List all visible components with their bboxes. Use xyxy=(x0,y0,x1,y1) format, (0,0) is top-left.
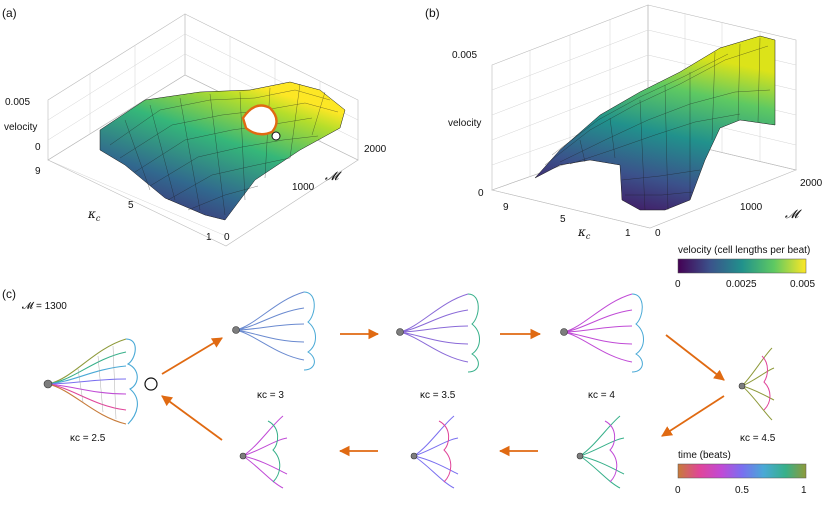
velocity-colorbar-label: velocity (cell lengths per beat) xyxy=(678,245,810,256)
arrow-1 xyxy=(161,337,223,375)
panel-a-z-tick-0: 0.005 xyxy=(5,97,30,108)
panel-label-c: (c) xyxy=(2,287,16,301)
time-colorbar-tick-1: 0.5 xyxy=(735,485,749,496)
panel-b-z-label: velocity xyxy=(448,118,481,129)
panel-a-y-tick-0: 2000 xyxy=(364,144,387,155)
panel-b-surface-plot: 0.005 velocity 0 9 5 1 κc 2000 1000 0 𝓜 xyxy=(448,4,823,241)
arrow-8 xyxy=(161,395,223,441)
snapshot-kappa-3 xyxy=(232,291,316,371)
panel-a-x-tick-1: 5 xyxy=(128,200,134,211)
time-colorbar-gradient xyxy=(677,463,807,479)
time-colorbar-tick-2: 1 xyxy=(801,485,807,496)
arrow-5 xyxy=(661,395,725,437)
snapshot-kappa-4.5 xyxy=(738,347,775,421)
time-colorbar-label: time (beats) xyxy=(678,450,731,461)
snapshot-label-3: κc = 4 xyxy=(588,390,615,401)
snapshot-label-4: κc = 4.5 xyxy=(740,433,776,444)
snapshot-large-kappa-2.5 xyxy=(43,338,138,425)
panel-c-header: 𝓜 = 1300 xyxy=(22,301,67,312)
panel-label-a: (a) xyxy=(2,6,17,20)
arrow-4 xyxy=(665,334,725,381)
velocity-colorbar-tick-0: 0 xyxy=(675,279,681,290)
panel-b-x-tick-1: 5 xyxy=(560,214,566,225)
snapshot-label-0: κc = 2.5 xyxy=(70,433,106,444)
panel-b-y-tick-0: 2000 xyxy=(800,178,823,189)
panel-b-y-label: 𝓜 xyxy=(785,207,802,221)
panel-a-x-tick-0: 9 xyxy=(35,166,41,177)
panel-b-y-tick-1: 1000 xyxy=(740,202,763,213)
snapshot-label-1: κc = 3 xyxy=(257,390,284,401)
panel-b-x-tick-2: 1 xyxy=(625,228,631,239)
panel-a-velocity-surface xyxy=(99,81,346,221)
snapshot-highlight-marker xyxy=(144,377,158,391)
snapshot-bottom-2 xyxy=(410,415,459,489)
panel-label-b: (b) xyxy=(425,6,440,20)
velocity-colorbar: velocity (cell lengths per beat) 0 0.002… xyxy=(675,245,815,290)
panel-b-z-tick-1: 0 xyxy=(478,188,484,199)
snapshot-label-2: κc = 3.5 xyxy=(420,390,456,401)
snapshot-kappa-4 xyxy=(560,293,644,373)
panel-a-floor xyxy=(47,74,359,247)
panel-a-surface-mesh xyxy=(109,83,339,216)
panel-a-surface-plot: 0.005 0 velocity 9 5 1 κc 2000 1000 0 𝓜 xyxy=(4,13,387,247)
panel-b-velocity-surface xyxy=(534,35,776,211)
panel-a-z-tick-1: 0 xyxy=(35,142,41,153)
snapshot-kappa-3.5 xyxy=(396,293,480,373)
panel-b-z-tick-0: 0.005 xyxy=(452,50,477,61)
panel-a-y-tick-1: 1000 xyxy=(292,182,315,193)
velocity-colorbar-tick-2: 0.005 xyxy=(790,279,815,290)
velocity-colorbar-gradient xyxy=(677,258,807,274)
velocity-colorbar-tick-1: 0.0025 xyxy=(726,279,757,290)
panel-a-x-label: κc xyxy=(87,207,101,223)
time-colorbar: time (beats) 0 0.5 1 xyxy=(675,450,807,496)
panel-b-y-tick-2: 0 xyxy=(655,228,661,239)
panel-a-y-label: 𝓜 xyxy=(325,169,342,183)
panel-a-highlight-contour xyxy=(241,104,278,136)
time-colorbar-tick-0: 0 xyxy=(675,485,681,496)
panel-a-y-tick-2: 0 xyxy=(224,232,230,243)
panel-a-highlight-point xyxy=(271,131,281,141)
sequence-arrows xyxy=(161,328,725,457)
panel-b-x-label: κc xyxy=(577,225,591,241)
panel-a-x-tick-2: 1 xyxy=(206,232,212,243)
panel-b-surface-mesh xyxy=(544,37,771,211)
panel-a-z-label: velocity xyxy=(4,122,37,133)
snapshot-bottom-3 xyxy=(576,415,625,489)
snapshot-bottom-1 xyxy=(239,415,288,489)
panel-b-x-tick-0: 9 xyxy=(503,202,509,213)
